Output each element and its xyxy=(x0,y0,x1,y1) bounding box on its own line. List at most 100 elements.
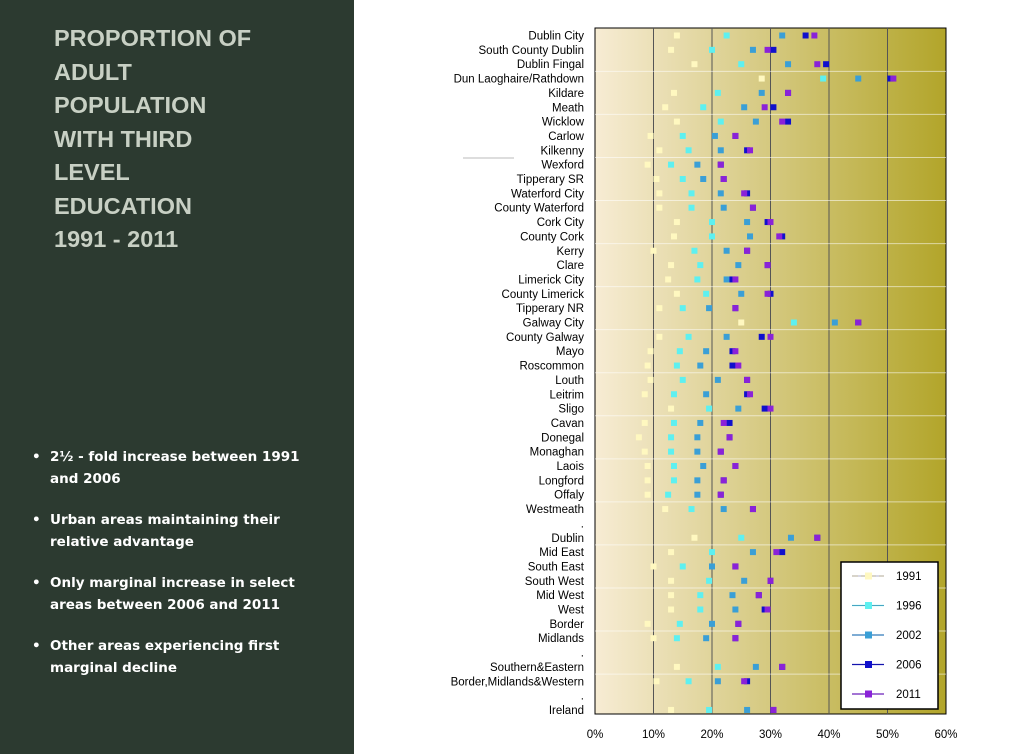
data-point-1991 xyxy=(662,104,669,111)
data-point-1991 xyxy=(668,706,675,713)
data-point-2002 xyxy=(720,204,727,211)
row-label: South County Dublin xyxy=(479,45,584,57)
x-tick-label: 60% xyxy=(934,729,957,741)
data-point-2002 xyxy=(711,132,718,139)
data-point-1996 xyxy=(700,104,707,111)
row-label: Meath xyxy=(552,102,584,114)
data-point-2011 xyxy=(890,75,897,82)
data-point-2002 xyxy=(714,678,721,685)
data-point-2011 xyxy=(814,534,821,541)
data-point-1996 xyxy=(676,348,683,355)
data-point-1996 xyxy=(679,563,686,570)
data-point-2002 xyxy=(785,61,792,68)
data-point-2002 xyxy=(723,333,730,340)
row-label: Mid West xyxy=(536,590,585,602)
data-point-1991 xyxy=(673,118,680,125)
data-point-2011 xyxy=(749,506,756,513)
data-point-2002 xyxy=(741,577,748,584)
x-axis-ticks: 0% 10% 20% 30% 40% 50% 60% xyxy=(587,729,958,741)
data-point-1996 xyxy=(679,376,686,383)
data-point-1991 xyxy=(738,319,745,326)
row-label: Longford xyxy=(539,475,584,487)
data-point-1996 xyxy=(790,319,797,326)
bullet-list: • 2½ - fold increase between 1991 and 200… xyxy=(30,446,330,698)
data-point-1991 xyxy=(641,448,648,455)
row-label: . xyxy=(581,648,584,660)
x-tick-label: 0% xyxy=(587,729,604,741)
data-point-1996 xyxy=(679,305,686,312)
data-point-2011 xyxy=(749,204,756,211)
data-point-1991 xyxy=(644,491,651,498)
data-point-1996 xyxy=(679,176,686,182)
data-point-1996 xyxy=(738,61,745,68)
bullet-dot-icon: • xyxy=(32,449,41,465)
row-label: Limerick City xyxy=(518,274,584,286)
data-point-1991 xyxy=(668,262,675,269)
data-point-2002 xyxy=(779,32,786,39)
data-point-2002 xyxy=(744,219,751,226)
data-point-1991 xyxy=(644,161,651,168)
data-point-2011 xyxy=(732,348,739,355)
data-point-1996 xyxy=(738,534,745,541)
data-point-2011 xyxy=(732,132,739,139)
data-point-2011 xyxy=(732,463,739,469)
data-point-2002 xyxy=(747,233,754,240)
data-point-1991 xyxy=(668,606,675,613)
data-point-2002 xyxy=(735,405,742,412)
data-point-2011 xyxy=(732,305,739,312)
data-point-1991 xyxy=(644,463,651,469)
data-point-1991 xyxy=(644,362,651,369)
bullet-text: Only marginal increase in select areas b… xyxy=(50,575,295,613)
data-point-2011 xyxy=(811,32,818,39)
legend: 1991 1996 2002 2006 2011 xyxy=(840,561,939,710)
bullet-dot-icon: • xyxy=(32,575,41,591)
data-point-1996 xyxy=(670,391,677,398)
bullet-item: • Only marginal increase in select areas … xyxy=(30,572,330,616)
data-point-2011 xyxy=(735,620,742,627)
data-point-1996 xyxy=(668,448,675,455)
data-point-1991 xyxy=(641,419,648,426)
data-point-1996 xyxy=(676,620,683,627)
data-point-2006 xyxy=(726,419,733,426)
data-point-1996 xyxy=(679,132,686,139)
data-point-2002 xyxy=(709,620,715,627)
data-point-1991 xyxy=(644,477,651,484)
legend-marker xyxy=(865,572,872,580)
data-point-2011 xyxy=(776,233,783,240)
data-point-2011 xyxy=(744,247,751,254)
row-label: Galway City xyxy=(523,318,585,330)
data-point-2011 xyxy=(720,176,727,182)
slide-title: PROPORTION OF ADULT POPULATION WITH THIR… xyxy=(54,25,252,252)
data-point-2002 xyxy=(732,606,739,613)
data-point-2006 xyxy=(823,61,830,68)
x-tick-label: 50% xyxy=(876,729,899,741)
row-label: South West xyxy=(525,576,585,588)
data-point-2006 xyxy=(761,405,768,412)
data-point-1996 xyxy=(714,663,721,670)
data-point-2002 xyxy=(720,506,727,513)
data-point-1991 xyxy=(662,506,669,513)
data-point-2011 xyxy=(732,276,739,283)
x-tick-label: 10% xyxy=(642,729,665,741)
row-label: Tipperary NR xyxy=(516,303,584,315)
data-point-2002 xyxy=(723,276,730,283)
row-label: Tipperary SR xyxy=(517,174,584,186)
row-label: Laois xyxy=(557,461,585,473)
legend-label: 2011 xyxy=(896,689,921,701)
data-point-2002 xyxy=(700,463,707,469)
row-label: Monaghan xyxy=(530,447,584,459)
data-point-2002 xyxy=(831,319,838,326)
legend-label: 1991 xyxy=(896,571,922,583)
data-point-2011 xyxy=(755,592,762,599)
bullet-item: • Urban areas maintaining their relative … xyxy=(30,509,330,553)
data-point-2002 xyxy=(694,491,701,498)
row-label: Mid East xyxy=(539,547,585,559)
gridlines xyxy=(595,28,946,714)
row-label: Border,Midlands&Western xyxy=(451,676,584,688)
row-label: Dublin xyxy=(551,533,584,545)
data-point-1996 xyxy=(709,219,715,226)
legend-marker xyxy=(865,690,872,698)
data-point-1996 xyxy=(706,405,713,412)
data-point-2011 xyxy=(764,46,771,53)
title-panel: PROPORTION OF ADULT POPULATION WITH THIR… xyxy=(0,0,354,754)
